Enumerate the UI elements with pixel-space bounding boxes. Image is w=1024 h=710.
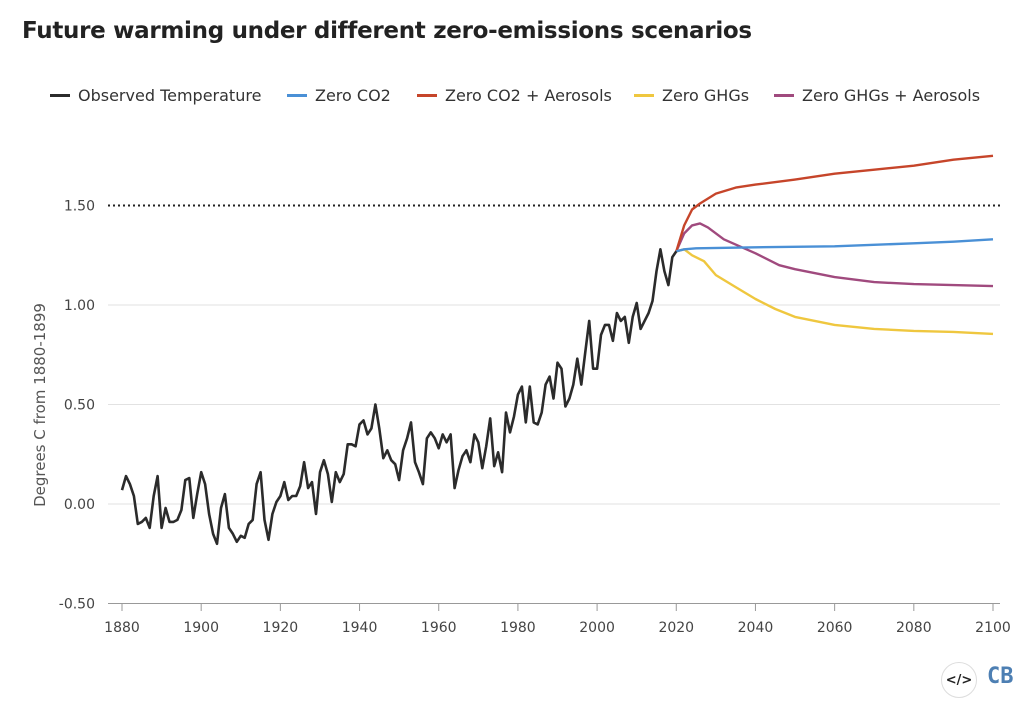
x-tick-label: 2060 xyxy=(817,620,853,636)
legend-label: Zero CO2 + Aerosols xyxy=(445,86,612,105)
y-tick-label: 0.50 xyxy=(64,398,95,414)
legend-item-zero-ghgs-aerosols: Zero GHGs + Aerosols xyxy=(774,86,980,105)
x-tick-label: 1960 xyxy=(421,620,457,636)
carbon-brief-logo: CB xyxy=(987,664,1014,689)
y-tick-label: 1.00 xyxy=(64,298,95,314)
series-line-observed-temperature xyxy=(120,248,678,546)
x-tick-label: 2100 xyxy=(975,620,1011,636)
x-tick-label: 1880 xyxy=(104,620,140,636)
y-tick-label: 1.50 xyxy=(64,199,95,215)
y-tick-label: -0.50 xyxy=(59,597,95,613)
legend-swatch xyxy=(50,94,70,97)
x-tick-label: 1940 xyxy=(342,620,378,636)
legend-swatch xyxy=(287,94,307,97)
legend-item-observed: Observed Temperature xyxy=(50,86,261,105)
x-tick-label: 2020 xyxy=(658,620,694,636)
legend-item-zero-co2: Zero CO2 xyxy=(287,86,391,105)
code-embed-icon[interactable]: </> xyxy=(941,662,977,698)
x-tick-label: 1900 xyxy=(183,620,219,636)
x-tick-label: 2080 xyxy=(896,620,932,636)
series-line-zero-co2-aerosols xyxy=(675,154,994,252)
legend-item-zero-co2-aerosols: Zero CO2 + Aerosols xyxy=(417,86,612,105)
y-axis-label: Degrees C from 1880-1899 xyxy=(31,303,49,507)
x-tick-label: 2000 xyxy=(579,620,615,636)
series-line-zero-ghgs-aerosols xyxy=(675,222,994,288)
legend-label: Zero CO2 xyxy=(315,86,391,105)
legend-swatch xyxy=(417,94,437,97)
legend-item-zero-ghgs: Zero GHGs xyxy=(634,86,749,105)
series-line-zero-ghgs xyxy=(676,248,994,336)
legend-label: Observed Temperature xyxy=(78,86,262,105)
legend-swatch xyxy=(634,94,654,97)
series-line-zero-co2 xyxy=(676,238,994,253)
x-tick-label: 2040 xyxy=(738,620,774,636)
legend-label: Zero GHGs xyxy=(662,86,750,105)
legend-label: Zero GHGs + Aerosols xyxy=(802,86,981,105)
legend-swatch xyxy=(774,94,794,97)
y-tick-label: 0.00 xyxy=(64,497,95,513)
legend: Observed Temperature Zero CO2 Zero CO2 +… xyxy=(0,86,1024,112)
x-tick-label: 1920 xyxy=(263,620,299,636)
x-tick-label: 1980 xyxy=(500,620,536,636)
chart-title: Future warming under different zero-emis… xyxy=(22,18,752,44)
